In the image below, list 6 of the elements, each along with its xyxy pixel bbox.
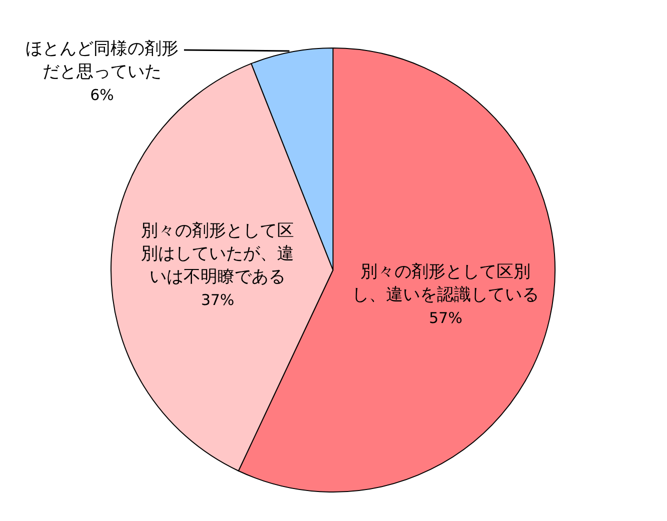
data-label: 6% [89,85,115,106]
data-label: 57% [428,308,464,329]
data-label: 37% [200,290,236,312]
slice-label: ほとんど同様の剤形だと思っていた [24,38,180,84]
slice-label: 別々の剤形として区別はしていたが、違いは不明瞭である [140,220,296,290]
slice-label: 別々の剤形として区別し、違いを認識している [351,260,540,307]
